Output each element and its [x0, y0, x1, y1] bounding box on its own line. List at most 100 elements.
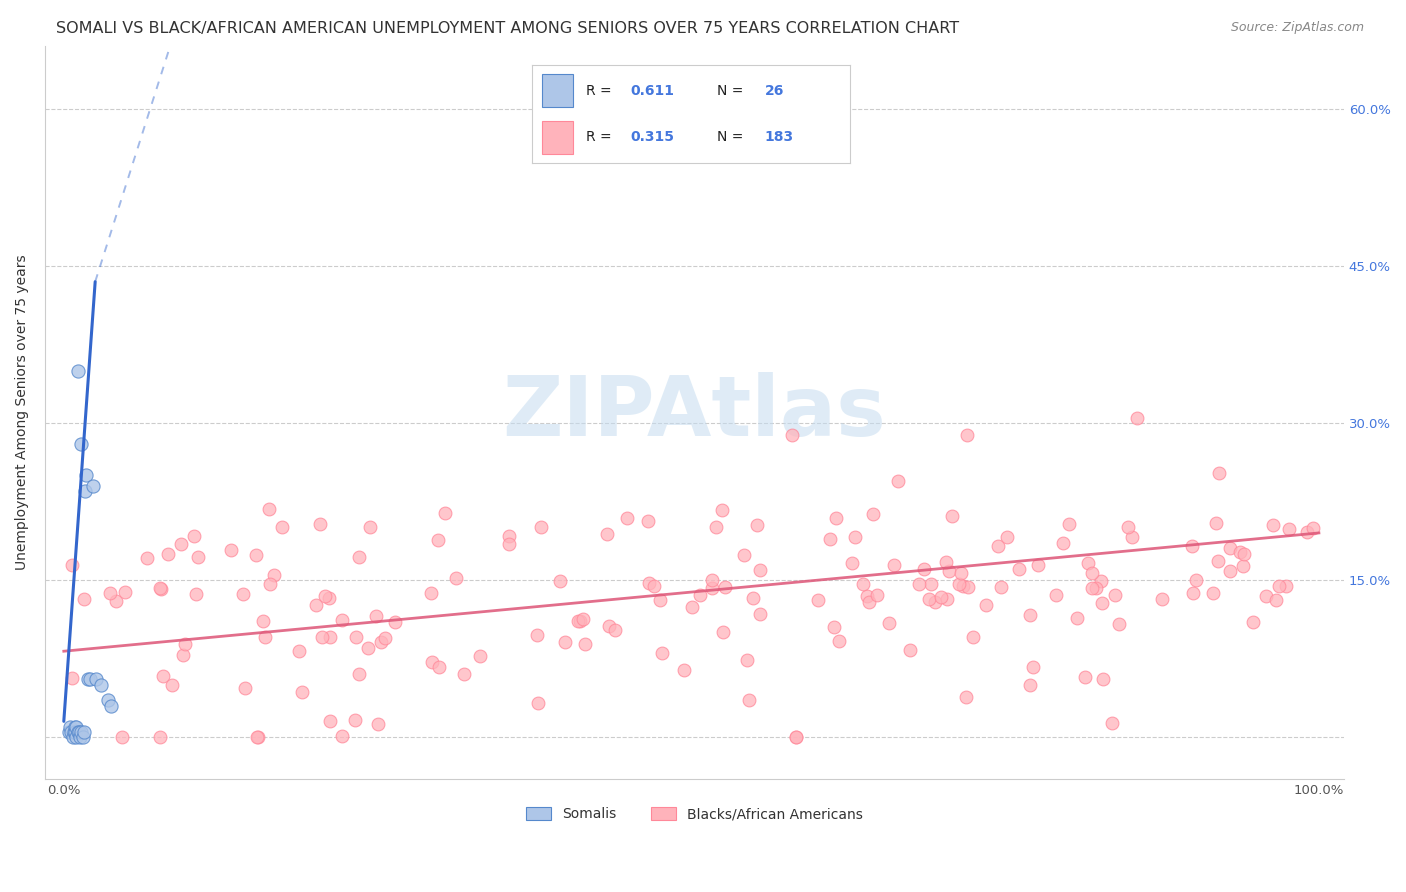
Point	[332, 613, 354, 627]
Point	[100, 698, 122, 713]
Point	[596, 527, 619, 541]
Point	[72, 730, 94, 744]
Point	[995, 531, 1018, 545]
Point	[63, 724, 86, 739]
Point	[952, 579, 974, 593]
Point	[65, 720, 87, 734]
Point	[86, 673, 108, 687]
Point	[318, 591, 340, 605]
Point	[1092, 672, 1115, 686]
Point	[1202, 586, 1225, 600]
Point	[912, 562, 935, 576]
Point	[948, 577, 970, 591]
Point	[780, 428, 803, 442]
Point	[157, 547, 180, 561]
Point	[711, 502, 734, 516]
Point	[706, 520, 728, 534]
Point	[572, 612, 595, 626]
Point	[681, 599, 703, 614]
Point	[66, 364, 89, 378]
Point	[938, 564, 960, 578]
Legend: Somalis, Blacks/African Americans: Somalis, Blacks/African Americans	[520, 802, 869, 827]
Point	[65, 730, 87, 744]
Point	[924, 595, 946, 609]
Point	[97, 693, 120, 707]
Point	[858, 595, 880, 609]
Point	[170, 537, 193, 551]
Point	[357, 640, 380, 655]
Point	[1256, 589, 1278, 603]
Point	[735, 653, 758, 667]
Point	[883, 558, 905, 572]
Point	[498, 529, 520, 543]
Point	[314, 589, 336, 603]
Point	[318, 714, 340, 729]
Point	[98, 586, 121, 600]
Point	[319, 630, 342, 644]
Point	[918, 591, 941, 606]
Point	[1229, 545, 1251, 559]
Point	[748, 607, 770, 621]
Point	[172, 648, 194, 663]
Text: Source: ZipAtlas.com: Source: ZipAtlas.com	[1230, 21, 1364, 34]
Point	[162, 678, 184, 692]
Point	[785, 730, 807, 744]
Point	[330, 729, 353, 743]
Point	[367, 716, 389, 731]
Point	[1275, 579, 1298, 593]
Point	[935, 556, 957, 570]
Point	[252, 614, 274, 628]
Point	[187, 549, 209, 564]
Point	[468, 649, 491, 664]
Point	[785, 730, 807, 744]
Text: SOMALI VS BLACK/AFRICAN AMERICAN UNEMPLOYMENT AMONG SENIORS OVER 75 YEARS CORREL: SOMALI VS BLACK/AFRICAN AMERICAN UNEMPLO…	[56, 21, 959, 36]
Point	[1118, 519, 1140, 533]
Point	[1057, 517, 1080, 532]
Point	[246, 730, 269, 744]
Point	[1261, 518, 1284, 533]
Point	[567, 614, 589, 628]
Point	[824, 511, 846, 525]
Point	[291, 684, 314, 698]
Point	[136, 550, 159, 565]
Point	[1268, 579, 1291, 593]
Point	[887, 475, 910, 489]
Point	[807, 592, 830, 607]
Point	[852, 577, 875, 591]
Point	[152, 669, 174, 683]
Point	[359, 520, 381, 534]
Point	[66, 724, 89, 739]
Point	[1008, 562, 1031, 576]
Point	[58, 724, 80, 739]
Point	[1296, 524, 1319, 539]
Point	[920, 576, 942, 591]
Point	[288, 644, 311, 658]
Point	[841, 556, 863, 570]
Point	[1019, 607, 1042, 622]
Point	[651, 646, 673, 660]
Point	[1066, 611, 1088, 625]
Point	[70, 437, 93, 451]
Point	[63, 720, 86, 734]
Point	[862, 507, 884, 521]
Point	[1208, 466, 1230, 480]
Point	[1233, 547, 1256, 561]
Point	[866, 588, 889, 602]
Point	[114, 585, 136, 599]
Point	[257, 501, 280, 516]
Point	[366, 609, 388, 624]
Point	[1080, 566, 1102, 580]
Point	[987, 539, 1010, 553]
Point	[990, 580, 1012, 594]
Point	[962, 631, 984, 645]
Point	[733, 548, 755, 562]
Point	[111, 730, 134, 744]
Point	[908, 577, 931, 591]
Point	[149, 582, 172, 596]
Point	[174, 637, 197, 651]
Point	[1085, 581, 1108, 595]
Point	[311, 630, 333, 644]
Point	[616, 511, 638, 525]
Point	[1182, 585, 1205, 599]
Point	[76, 673, 98, 687]
